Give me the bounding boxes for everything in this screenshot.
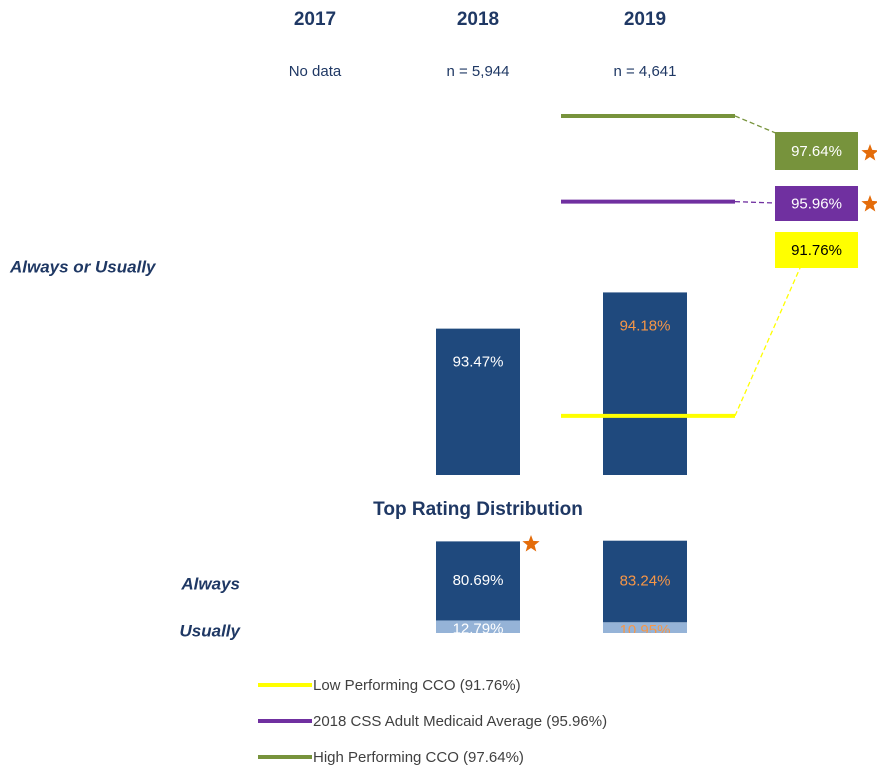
bar — [436, 328, 520, 475]
reference-box — [775, 186, 858, 221]
value-label: 94.18% — [620, 317, 671, 334]
series-label: Always or Usually — [9, 257, 157, 276]
connector — [734, 267, 801, 417]
reference-box — [775, 132, 858, 170]
value-label: 10.95% — [620, 622, 671, 639]
significance-star — [522, 535, 540, 552]
legend-label: High Performing CCO (97.64%) — [313, 749, 524, 766]
series-name: Always — [180, 574, 240, 593]
significance-star — [861, 195, 877, 212]
value-label: 12.79% — [453, 620, 504, 637]
legend-label: 2018 CSS Adult Medicaid Average (95.96%) — [313, 713, 607, 730]
reference-label: 97.64% — [791, 143, 842, 160]
connector — [734, 200, 776, 204]
value-label: 93.47% — [453, 354, 504, 371]
significance-star — [861, 144, 877, 161]
category-label: 2018 — [457, 9, 499, 30]
reference-box — [775, 232, 858, 268]
sample-size: n = 4,641 — [614, 63, 677, 80]
category-label: 2019 — [624, 9, 666, 30]
stacked-bar — [436, 541, 520, 621]
reference-label: 95.96% — [791, 195, 842, 212]
value-label: 83.24% — [620, 572, 671, 589]
stacked-bar — [436, 620, 520, 633]
reference-label: 91.76% — [791, 242, 842, 259]
legend-label: Low Performing CCO (91.76%) — [313, 677, 521, 694]
series-name: Usually — [180, 621, 242, 640]
sample-size: n = 5,944 — [447, 63, 510, 80]
connector — [734, 115, 779, 135]
category-label: 2017 — [294, 9, 336, 30]
bar — [603, 292, 687, 475]
value-label: 80.69% — [453, 572, 504, 589]
sample-size: No data — [289, 63, 342, 80]
stacked-bar — [603, 622, 687, 633]
stacked-bar — [603, 540, 687, 623]
distribution-title: Top Rating Distribution — [373, 499, 583, 520]
